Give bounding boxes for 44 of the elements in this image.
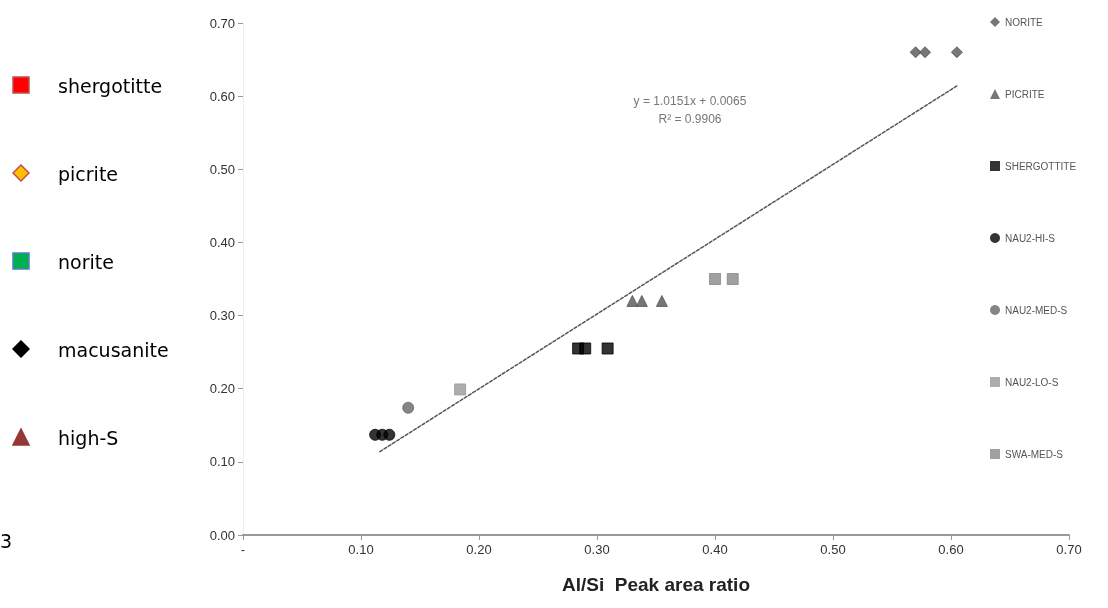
- point: [601, 342, 614, 355]
- x-tick-label: 0.70: [1056, 542, 1082, 557]
- point: [909, 46, 922, 59]
- text: macusanite: [58, 338, 170, 363]
- y-tick-label: 0.50: [209, 161, 235, 177]
- x-tick-label: 0.10: [348, 542, 374, 557]
- point: [655, 294, 668, 307]
- point: [709, 273, 721, 285]
- x-tick-label: 0.40: [702, 542, 728, 557]
- text: 3: [0, 530, 13, 552]
- x-axis-title: Al/Si Peak area ratio: [562, 574, 750, 595]
- point: [919, 46, 932, 59]
- point: [402, 401, 415, 414]
- x-tick-label: 0.20: [466, 542, 492, 557]
- legend-label: SWA-MED-S: [1005, 448, 1064, 460]
- text: norite: [58, 250, 115, 275]
- legend-label: SHERGOTTITE: [1005, 160, 1077, 172]
- text: picrite: [58, 162, 119, 187]
- y-tick-label: 0.60: [209, 88, 235, 104]
- legend-label: NAU2-MED-S: [1005, 304, 1068, 316]
- point: [454, 383, 467, 396]
- y-tick-label: 0.20: [209, 381, 235, 397]
- x-tick-label: 0.30: [584, 542, 610, 557]
- text: shergotitte: [58, 74, 164, 99]
- y-tick-label: 0.70: [209, 15, 235, 31]
- annotation: y = 1.0151x + 0.0065 R² = 0.9906: [632, 93, 748, 128]
- x-tick-label: 0.50: [820, 542, 846, 557]
- y-tick-label: 0.10: [209, 454, 235, 470]
- point: [579, 342, 592, 355]
- point: [950, 46, 963, 59]
- y-tick-label: 0.00: [209, 527, 235, 543]
- text: high-S: [58, 426, 120, 451]
- legend-label: PICRITE: [1005, 88, 1045, 100]
- point: [726, 273, 739, 285]
- legend-label: NAU2-LO-S: [1005, 376, 1059, 388]
- legend-label: NORITE: [1005, 16, 1044, 28]
- point: [383, 428, 396, 441]
- x-tick-label: -: [240, 542, 246, 557]
- y-tick-label: 0.30: [209, 308, 235, 324]
- y-tick-label: 0.40: [209, 234, 235, 250]
- point: [626, 294, 639, 307]
- x-tick-label: 0.60: [938, 542, 964, 557]
- legend-label: NAU2-HI-S: [1005, 232, 1056, 244]
- point: [635, 294, 648, 307]
